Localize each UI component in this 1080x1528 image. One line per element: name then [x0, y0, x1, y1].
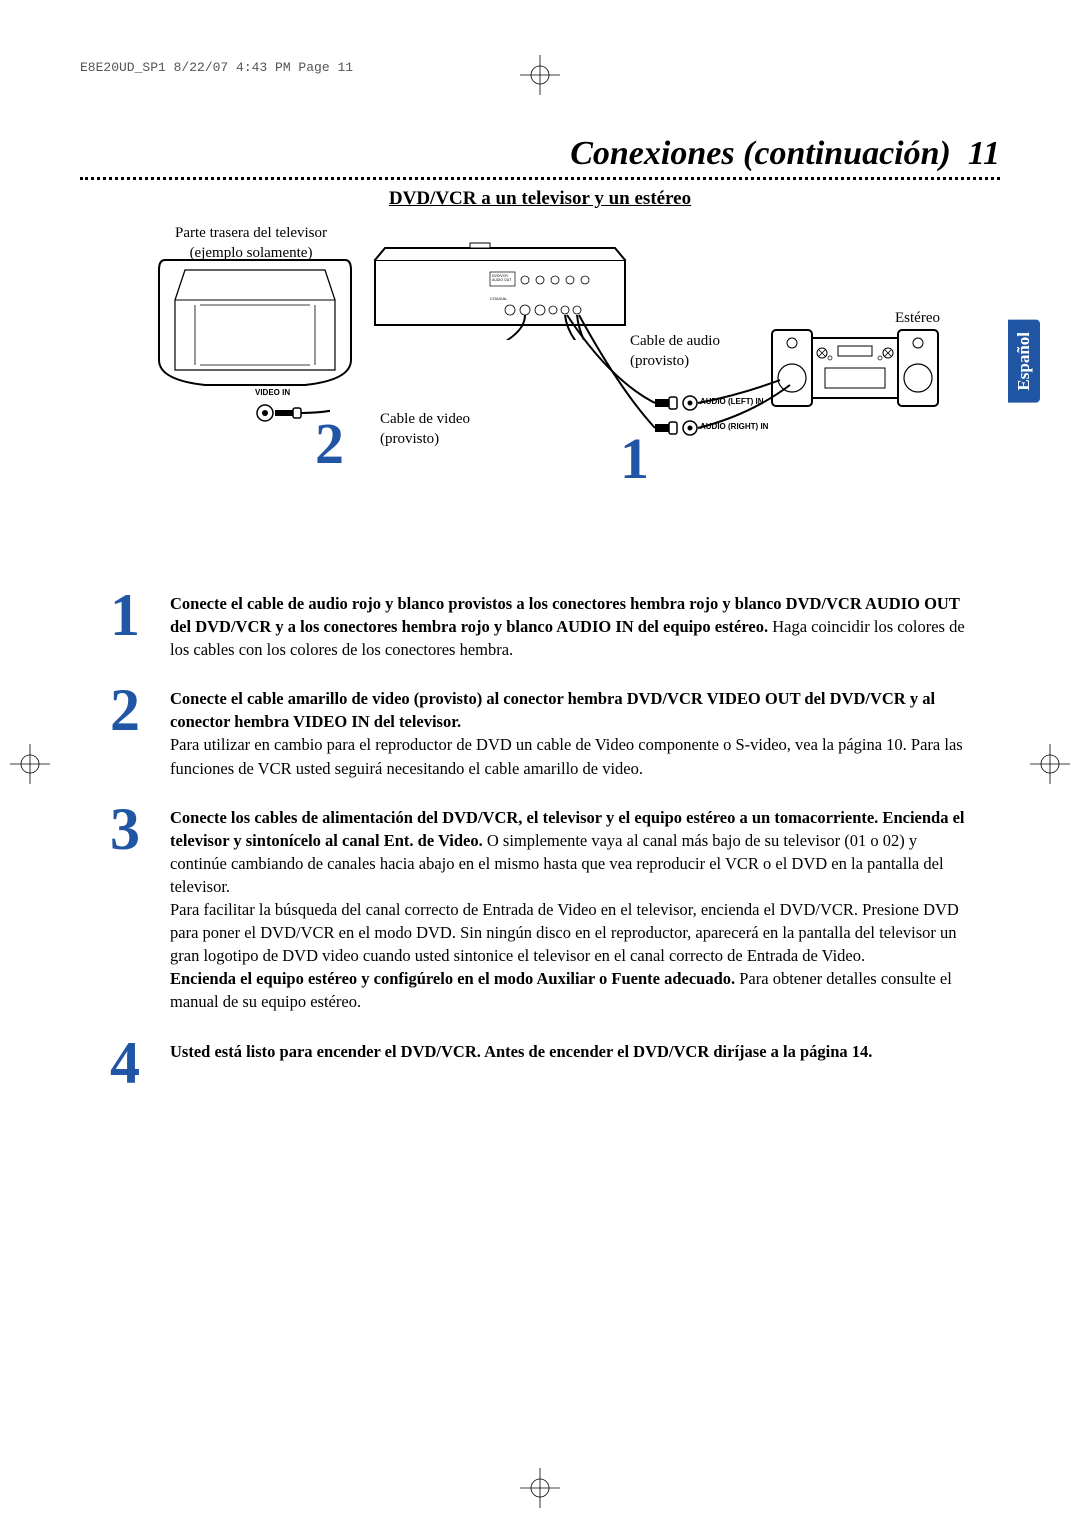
page-number: 11 [968, 135, 1000, 172]
step-2: 2 Conecte el cable amarillo de video (pr… [110, 685, 970, 779]
connection-diagram: Parte trasera del televisor (ejemplo sol… [100, 230, 980, 550]
diagram-callout-1: 1 [620, 425, 649, 492]
step-text: Conecte los cables de alimentación del D… [170, 804, 970, 1014]
step-text: Conecte el cable amarillo de video (prov… [170, 685, 970, 779]
step-4: 4 Usted está listo para encender el DVD/… [110, 1038, 970, 1089]
step-1: 1 Conecte el cable de audio rojo y blanc… [110, 590, 970, 661]
step-number: 2 [110, 685, 170, 779]
title-divider [80, 177, 1000, 180]
section-subtitle: DVD/VCR a un televisor y un estéreo [80, 188, 1000, 210]
step-text: Conecte el cable de audio rojo y blanco … [170, 590, 970, 661]
step-rest: Para utilizar en cambio para el reproduc… [170, 735, 963, 777]
page-title: Conexiones (continuación) [570, 135, 951, 172]
step-3: 3 Conecte los cables de alimentación del… [110, 804, 970, 1014]
diagram-callout-2: 2 [315, 410, 344, 477]
language-tab: Español [1008, 320, 1040, 403]
page-title-row: Conexiones (continuación) 11 [80, 135, 1000, 173]
step-number: 3 [110, 804, 170, 1014]
cable-lines [100, 230, 1000, 530]
print-header: E8E20UD_SP1 8/22/07 4:43 PM Page 11 [80, 60, 1000, 75]
crop-mark-bottom [520, 1468, 560, 1508]
step-bold2: Encienda el equipo estéreo y configúrelo… [170, 969, 735, 988]
step-number: 4 [110, 1038, 170, 1089]
step-rest2: Para facilitar la búsqueda del canal cor… [170, 900, 959, 965]
step-text: Usted está listo para encender el DVD/VC… [170, 1038, 872, 1089]
step-bold: Conecte el cable amarillo de video (prov… [170, 689, 935, 731]
step-number: 1 [110, 590, 170, 661]
step-bold: Usted está listo para encender el DVD/VC… [170, 1042, 872, 1061]
steps-list: 1 Conecte el cable de audio rojo y blanc… [110, 590, 970, 1089]
